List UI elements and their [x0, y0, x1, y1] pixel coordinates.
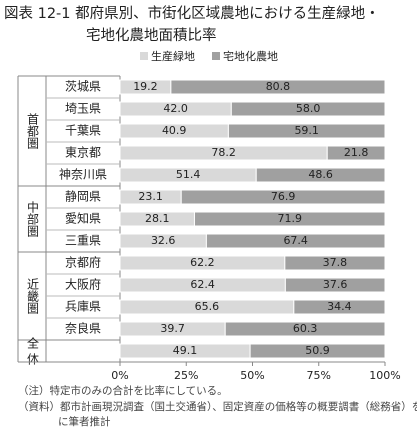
- group-label: 近畿圏: [26, 278, 40, 315]
- group-label: 首都圏: [26, 113, 40, 150]
- value-label: 76.9: [271, 190, 296, 203]
- category-label: 兵庫県: [65, 300, 101, 314]
- value-label: 80.8: [266, 80, 291, 93]
- bar-segment: [249, 343, 386, 359]
- bar-segment: [230, 101, 386, 117]
- category-label: 大阪府: [65, 277, 101, 292]
- legend-swatch: [140, 52, 148, 60]
- group-label: 中部圏: [26, 200, 40, 238]
- x-tick-label: 50%: [240, 369, 264, 382]
- value-label: 62.4: [190, 278, 215, 291]
- bar-segment: [193, 211, 386, 227]
- value-label: 21.8: [344, 146, 369, 159]
- category-label: 奈良県: [65, 321, 101, 336]
- bar-segment: [326, 145, 386, 161]
- value-label: 34.4: [327, 300, 352, 313]
- value-label: 19.2: [133, 80, 158, 93]
- legend-swatch: [212, 52, 220, 60]
- value-label: 67.4: [283, 234, 308, 247]
- bar-segment: [284, 255, 386, 271]
- bar-segment: [255, 167, 386, 183]
- category-label: 静岡県: [65, 190, 101, 204]
- legend-label: 宅地化農地: [223, 49, 278, 63]
- value-label: 49.1: [173, 344, 198, 357]
- value-label: 50.9: [305, 344, 330, 357]
- category-label: 愛知県: [65, 212, 101, 226]
- category-label: 埼玉県: [65, 102, 101, 116]
- chart-title: 図表 12-1 都府県別、市街化区域農地における生産緑地・: [4, 5, 380, 22]
- value-label: 23.1: [138, 190, 163, 203]
- category-label: 茨城県: [65, 80, 101, 94]
- value-label: 71.9: [277, 212, 302, 225]
- category-label: 京都府: [65, 255, 101, 270]
- value-label: 65.6: [195, 300, 220, 313]
- chart-title: 宅地化農地面積比率: [86, 27, 217, 44]
- value-label: 37.6: [323, 278, 348, 291]
- note: （資料）都市計画現況調査（国土交通省）、固定資産の価格等の概要調書（総務省）を基…: [18, 401, 417, 428]
- x-tick-label: 75%: [307, 369, 331, 382]
- legend-label: 生産緑地: [151, 49, 195, 63]
- bar-segment: [205, 233, 386, 249]
- value-label: 40.9: [162, 124, 187, 137]
- bar-segment: [224, 321, 386, 337]
- value-label: 37.8: [323, 256, 348, 269]
- value-label: 58.0: [296, 102, 321, 115]
- value-label: 39.7: [160, 322, 185, 335]
- x-tick-label: 25%: [174, 369, 198, 382]
- x-tick-label: 0%: [111, 369, 128, 382]
- category-label: 三重県: [65, 234, 101, 248]
- value-label: 51.4: [176, 168, 201, 181]
- value-label: 62.2: [190, 256, 215, 269]
- bar-segment: [227, 123, 386, 139]
- bar-segment: [170, 79, 386, 95]
- bar-segment: [293, 299, 386, 315]
- group-label: 全 体: [26, 336, 40, 366]
- bar-segment: [180, 189, 386, 205]
- value-label: 78.2: [211, 146, 236, 159]
- x-tick-label: 100%: [369, 369, 400, 382]
- note: （注）特定市のみの合計を比率にしている。: [18, 385, 228, 397]
- value-label: 48.6: [308, 168, 333, 181]
- category-label: 東京都: [65, 146, 101, 160]
- value-label: 28.1: [145, 212, 170, 225]
- value-label: 60.3: [293, 322, 318, 335]
- value-label: 32.6: [151, 234, 176, 247]
- category-label: 神奈川県: [59, 168, 107, 182]
- value-label: 42.0: [163, 102, 188, 115]
- bar-segment: [284, 277, 386, 293]
- category-label: 千葉県: [65, 124, 101, 138]
- value-label: 59.1: [294, 124, 319, 137]
